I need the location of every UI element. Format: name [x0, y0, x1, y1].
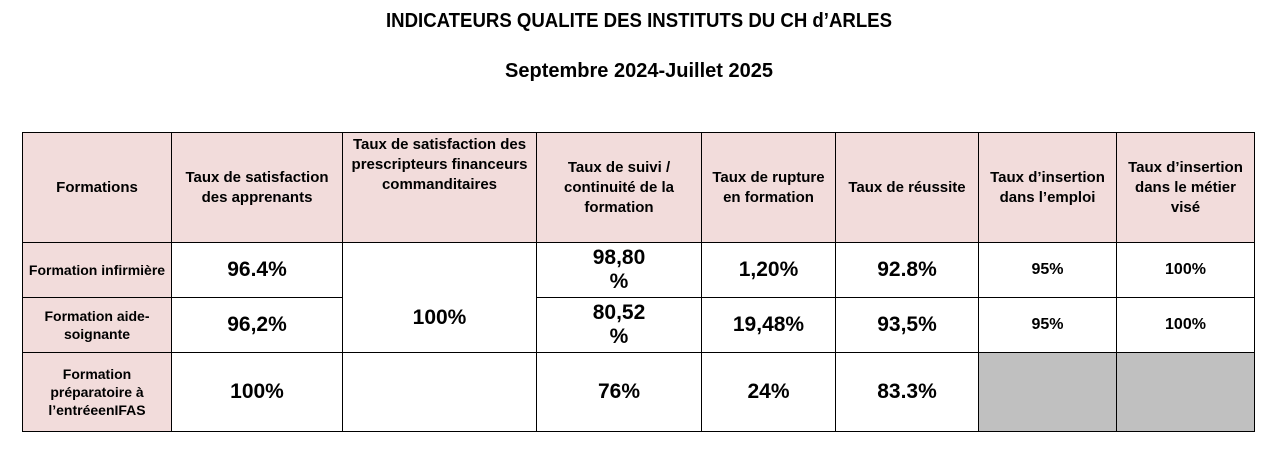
cell-prescripteurs-empty	[342, 352, 537, 432]
cell-suivi-unit: %	[609, 325, 629, 348]
header-suivi: Taux de suivi / continuité de la formati…	[536, 132, 702, 243]
cell-apprenants: 96,2%	[171, 297, 343, 353]
cell-insertion-metier: 100%	[1116, 297, 1255, 353]
cell-rupture: 19,48%	[701, 297, 836, 353]
cell-insertion-emploi-na	[978, 352, 1117, 432]
cell-suivi-unit: %	[609, 270, 629, 293]
row-label: Formation infirmière	[22, 242, 172, 298]
quality-indicators-table: Formations Taux de satisfaction des appr…	[22, 132, 1255, 432]
cell-suivi-value: 80,52	[592, 301, 646, 324]
header-satisfaction-apprenants: Taux de satisfaction des apprenants	[171, 132, 343, 243]
cell-suivi: 76%	[536, 352, 702, 432]
row-label: Formation aide-soignante	[22, 297, 172, 353]
cell-insertion-metier: 100%	[1116, 242, 1255, 298]
header-row: Formations Taux de satisfaction des appr…	[22, 132, 1255, 243]
cell-reussite: 93,5%	[835, 297, 979, 353]
header-insertion-emploi: Taux d’insertion dans l’emploi	[978, 132, 1117, 243]
cell-insertion-emploi: 95%	[978, 242, 1117, 298]
cell-apprenants: 100%	[171, 352, 343, 432]
cell-reussite: 92.8%	[835, 242, 979, 298]
header-formations: Formations	[22, 132, 172, 243]
table-row: Formation préparatoire à l’entréeenIFAS …	[22, 352, 1255, 432]
cell-rupture: 1,20%	[701, 242, 836, 298]
cell-rupture: 24%	[701, 352, 836, 432]
row-label: Formation préparatoire à l’entréeenIFAS	[22, 352, 172, 432]
cell-prescripteurs: 100%	[342, 242, 537, 353]
cell-reussite: 83.3%	[835, 352, 979, 432]
header-reussite: Taux de réussite	[835, 132, 979, 243]
header-satisfaction-prescripteurs: Taux de satisfaction des prescripteurs f…	[342, 132, 537, 243]
cell-suivi-value: 98,80	[592, 246, 646, 269]
cell-suivi: 98,80 %	[536, 242, 702, 298]
cell-apprenants: 96.4%	[171, 242, 343, 298]
cell-insertion-emploi: 95%	[978, 297, 1117, 353]
cell-suivi: 80,52 %	[536, 297, 702, 353]
cell-insertion-metier-na	[1116, 352, 1255, 432]
header-rupture: Taux de rupture en formation	[701, 132, 836, 243]
table-row: Formation infirmière 96.4% 100% 98,80 % …	[22, 242, 1255, 353]
page-subtitle: Septembre 2024-Juillet 2025	[505, 60, 773, 82]
page-title: INDICATEURS QUALITE DES INSTITUTS DU CH …	[385, 10, 893, 32]
table-row: Formation aide-soignante 96,2% 80,52 % 1…	[22, 297, 1255, 353]
header-insertion-metier: Taux d’insertion dans le métier visé	[1116, 132, 1255, 243]
